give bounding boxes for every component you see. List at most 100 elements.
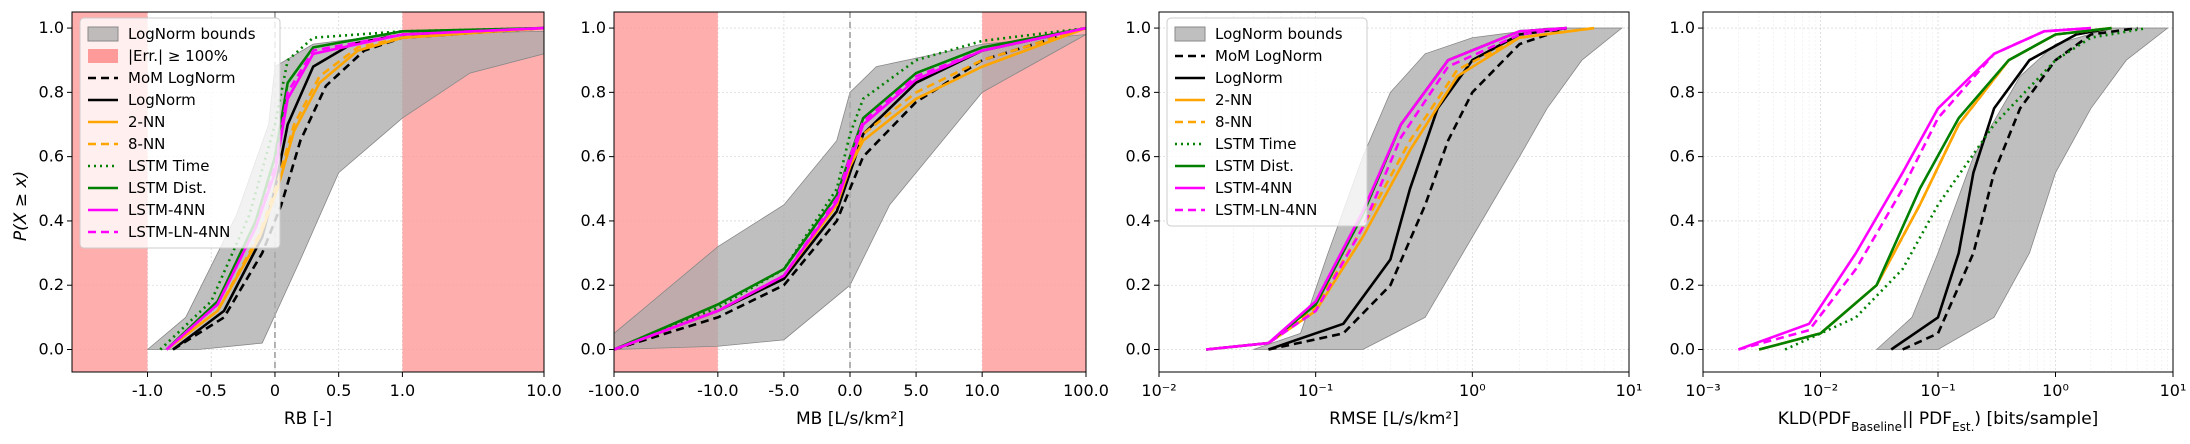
legend-label: LogNorm bbox=[1215, 69, 1283, 87]
legend-label: LSTM-LN-4NN bbox=[128, 223, 230, 241]
series-line-lstm-dist bbox=[165, 26, 544, 351]
x-tick-label: -5.0 bbox=[768, 381, 799, 400]
x-tick-label: 10¹ bbox=[1616, 381, 1643, 400]
plot-area bbox=[614, 12, 1086, 372]
x-axis-label-subscript: Baseline bbox=[1851, 420, 1902, 434]
x-axis-label: RMSE [L/s/km²] bbox=[1329, 409, 1459, 429]
y-tick-label: 0.8 bbox=[39, 82, 64, 101]
legend-label: LogNorm bounds bbox=[128, 25, 256, 43]
y-tick-label: 0.6 bbox=[39, 147, 64, 166]
y-tick-label: 0.8 bbox=[1670, 82, 1695, 101]
y-tick-label: 0.6 bbox=[1670, 147, 1695, 166]
y-tick-label: 1.0 bbox=[39, 18, 64, 37]
y-tick-label: 0.4 bbox=[39, 211, 64, 230]
series-line-lstm-time bbox=[159, 26, 544, 351]
legend-label: LSTM-4NN bbox=[1215, 179, 1292, 197]
legend-label: 2-NN bbox=[1215, 91, 1252, 109]
y-axis-label: P(X ≥ x) bbox=[11, 171, 31, 241]
x-tick-label: 0 bbox=[270, 381, 280, 400]
y-tick-label: 1.0 bbox=[1126, 18, 1151, 37]
x-tick-label: 100.0 bbox=[1063, 381, 1109, 400]
legend: LogNorm bounds |Err.| ≥ 100% MoM LogNorm Lo… bbox=[79, 17, 281, 249]
x-tick-label: 10⁰ bbox=[2042, 381, 2069, 400]
legend-swatch bbox=[1174, 26, 1206, 42]
x-tick-label: -1.0 bbox=[132, 381, 163, 400]
x-tick-label: 10⁻¹ bbox=[1298, 381, 1333, 400]
legend-label: LSTM Dist. bbox=[128, 179, 207, 197]
x-axis-label-subscript: Est. bbox=[1952, 420, 1974, 434]
series-line-lstm-dist bbox=[614, 26, 1086, 351]
y-tick-label: 0.8 bbox=[581, 82, 606, 101]
x-axis-label: KLD(PDFBaseline|| PDFEst.) [bits/sample] bbox=[1778, 409, 2099, 434]
legend-label: LSTM-LN-4NN bbox=[1215, 201, 1317, 219]
x-tick-label: -100.0 bbox=[588, 381, 640, 400]
series-line-8-nn bbox=[165, 26, 544, 351]
x-tick-label: 10⁻¹ bbox=[1920, 381, 1955, 400]
chart-panel-3: 0.0 0.2 0.4 0.6 0.8 1.0 10⁻² 10⁻¹ 10⁰ 10¹ RMSE [L/… bbox=[1126, 11, 1643, 429]
legend-label: MoM LogNorm bbox=[128, 69, 236, 87]
x-axis-label-part: || PDF bbox=[1902, 409, 1952, 429]
legend-label: 8-NN bbox=[128, 135, 165, 153]
y-tick-label: 0.4 bbox=[1670, 211, 1695, 230]
series-line-mom-lognorm bbox=[1268, 26, 1568, 351]
x-tick-label: 10⁰ bbox=[1459, 381, 1486, 400]
series-line-mom-lognorm bbox=[1902, 26, 2138, 351]
y-tick-label: 0.2 bbox=[1126, 275, 1151, 294]
x-tick-label: 10⁻² bbox=[1803, 381, 1838, 400]
legend-swatch bbox=[87, 26, 119, 42]
x-tick-label: 1.0 bbox=[390, 381, 415, 400]
legend-box bbox=[1166, 17, 1368, 227]
x-axis-label-part: KLD(PDF bbox=[1778, 409, 1851, 429]
x-tick-label: -0.5 bbox=[196, 381, 227, 400]
lognorm-bounds-band bbox=[1875, 27, 2169, 350]
x-tick-label: 10¹ bbox=[2160, 381, 2187, 400]
y-tick-label: 0.2 bbox=[1670, 275, 1695, 294]
series-line-lstm-dist bbox=[1758, 26, 2112, 351]
legend-label: LSTM-4NN bbox=[128, 201, 205, 219]
x-tick-label: 0.5 bbox=[326, 381, 351, 400]
legend-label: 8-NN bbox=[1215, 113, 1252, 131]
y-tick-label: 0.6 bbox=[1126, 147, 1151, 166]
chart-panel-1: 0.0 0.2 0.4 0.6 0.8 1.0 -1.0 -0.5 0 0.5 1.0 10.0 RB … bbox=[39, 11, 562, 429]
x-tick-label: 0.0 bbox=[837, 381, 862, 400]
series-line-lognorm bbox=[1890, 26, 2112, 351]
legend-box bbox=[79, 17, 281, 249]
y-tick-label: 0.0 bbox=[1126, 340, 1151, 359]
y-tick-label: 0.2 bbox=[581, 275, 606, 294]
series-line-lstm-4nn bbox=[1737, 26, 2091, 351]
legend-label: LSTM Time bbox=[1215, 135, 1296, 153]
legend-label: LogNorm bounds bbox=[1215, 25, 1343, 43]
legend-label: LogNorm bbox=[128, 91, 196, 109]
y-tick-label: 0.8 bbox=[1126, 82, 1151, 101]
y-tick-label: 1.0 bbox=[581, 18, 606, 37]
x-tick-label: -10.0 bbox=[697, 381, 738, 400]
series-line-lognorm bbox=[1268, 26, 1567, 351]
legend-label: LSTM Dist. bbox=[1215, 157, 1294, 175]
legend-swatch bbox=[88, 49, 118, 63]
y-tick-label: 0.0 bbox=[1670, 340, 1695, 359]
y-tick-label: 0.4 bbox=[1126, 211, 1151, 230]
x-axis-label: MB [L/s/km²] bbox=[796, 409, 904, 429]
x-axis-label: RB [-] bbox=[284, 409, 332, 429]
series-line-mom-lognorm bbox=[614, 26, 1086, 351]
axes-frame bbox=[71, 11, 545, 373]
x-axis-label-part: ) [bits/sample] bbox=[1974, 409, 2098, 429]
series-line-lstm-4nn bbox=[1206, 26, 1567, 351]
x-tick-label: 10⁻³ bbox=[1685, 381, 1720, 400]
chart-panel-2: 0.0 0.2 0.4 0.6 0.8 1.0 -100.0 -10.0 -5.0 0.0 5.0 1… bbox=[581, 11, 1109, 429]
x-tick-label: 10⁻² bbox=[1141, 381, 1176, 400]
axes-frame bbox=[1158, 11, 1630, 373]
chart-panel-4: 0.0 0.2 0.4 0.6 0.8 1.0 10⁻³ 10⁻² 10⁻¹ 10⁰ 10¹ KLD(… bbox=[1670, 11, 2187, 434]
series-line-lstm-ln-4nn bbox=[165, 26, 544, 351]
legend-label: MoM LogNorm bbox=[1215, 47, 1323, 65]
legend-label: 2-NN bbox=[128, 113, 165, 131]
y-tick-label: 0.0 bbox=[581, 340, 606, 359]
series-line-lstm-ln-4nn bbox=[614, 26, 1086, 351]
legend-label: |Err.| ≥ 100% bbox=[128, 47, 228, 65]
y-tick-label: 0.2 bbox=[39, 275, 64, 294]
y-tick-label: 0.0 bbox=[39, 340, 64, 359]
series-line-lstm-ln-4nn bbox=[1206, 26, 1567, 351]
y-tick-label: 0.6 bbox=[581, 147, 606, 166]
plot-area bbox=[1703, 12, 2173, 372]
